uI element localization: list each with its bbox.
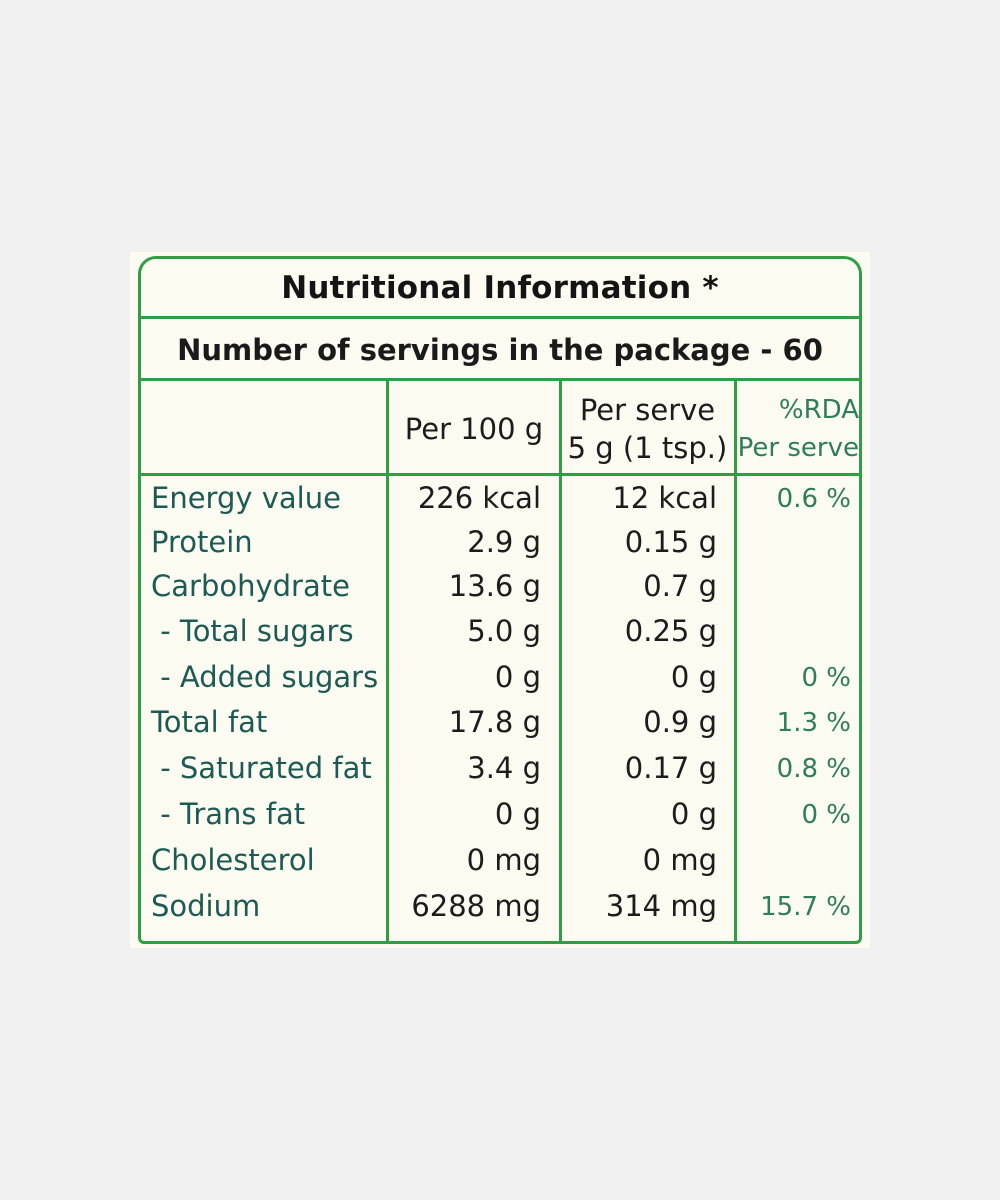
per-100g-value: 0 g [494,660,541,694]
nutrient-name: - Saturated fat [151,751,372,785]
per-serve-value: 0 g [670,797,717,831]
column-divider [386,379,389,941]
divider [141,316,859,319]
per-serve-value: 0 g [670,660,717,694]
table-row: - Saturated fat 3.4 g 0.17 g 0.8 % [141,751,859,795]
rda-value: 0.6 % [776,484,851,514]
column-divider [734,379,737,941]
per-serve-value: 0.17 g [624,751,717,785]
table-row: - Trans fat 0 g 0 g 0 % [141,797,859,841]
per-100g-value: 2.9 g [467,525,541,559]
table-row: Energy value 226 kcal 12 kcal 0.6 % [141,481,859,525]
table-row: Protein 2.9 g 0.15 g [141,525,859,569]
per-100g-value: 3.4 g [467,751,541,785]
per-100g-value: 17.8 g [448,705,541,739]
divider [141,473,859,476]
nutrient-name: Sodium [151,889,261,923]
table-row: Sodium 6288 mg 314 mg 15.7 % [141,889,859,933]
rda-value: 15.7 % [760,892,851,922]
rda-value: 0 % [801,663,851,693]
nutrient-name: Carbohydrate [151,569,350,603]
nutrient-name: Energy value [151,481,341,515]
table-row: - Added sugars 0 g 0 g 0 % [141,660,859,704]
table-row: Total fat 17.8 g 0.9 g 1.3 % [141,705,859,749]
per-100g-value: 226 kcal [417,481,541,515]
per-serve-value: 0 mg [642,843,717,877]
column-header-per-serve: Per serve 5 g (1 tsp.) [567,393,728,465]
nutrient-name: Protein [151,525,253,559]
nutrition-label: Nutritional Information * Number of serv… [130,252,870,948]
rda-value: 1.3 % [776,708,851,738]
nutrient-name: - Total sugars [151,614,354,648]
per-100g-value: 0 mg [466,843,541,877]
table-title: Nutritional Information * [281,270,719,306]
nutrition-table: Nutritional Information * Number of serv… [138,256,862,944]
servings-line: Number of servings in the package - 60 [177,333,823,367]
column-header-per-100g: Per 100 g [404,412,544,446]
table-row: - Total sugars 5.0 g 0.25 g [141,614,859,658]
nutrient-name: Total fat [151,705,268,739]
per-serve-value: 0.7 g [643,569,717,603]
column-header-rda: %RDA Per serve [737,395,859,463]
per-serve-value: 12 kcal [612,481,717,515]
per-serve-value: 0.25 g [624,614,717,648]
per-100g-value: 5.0 g [467,614,541,648]
table-row: Carbohydrate 13.6 g 0.7 g [141,569,859,613]
per-100g-value: 13.6 g [448,569,541,603]
table-row: Cholesterol 0 mg 0 mg [141,843,859,887]
nutrient-name: Cholesterol [151,843,315,877]
per-100g-value: 6288 mg [411,889,541,923]
per-100g-value: 0 g [494,797,541,831]
per-serve-value: 314 mg [605,889,717,923]
rda-value: 0.8 % [776,754,851,784]
column-divider [559,379,562,941]
per-serve-value: 0.15 g [624,525,717,559]
nutrient-name: - Added sugars [151,660,379,694]
per-serve-value: 0.9 g [643,705,717,739]
rda-value: 0 % [801,800,851,830]
divider [141,378,859,381]
nutrient-name: - Trans fat [151,797,306,831]
